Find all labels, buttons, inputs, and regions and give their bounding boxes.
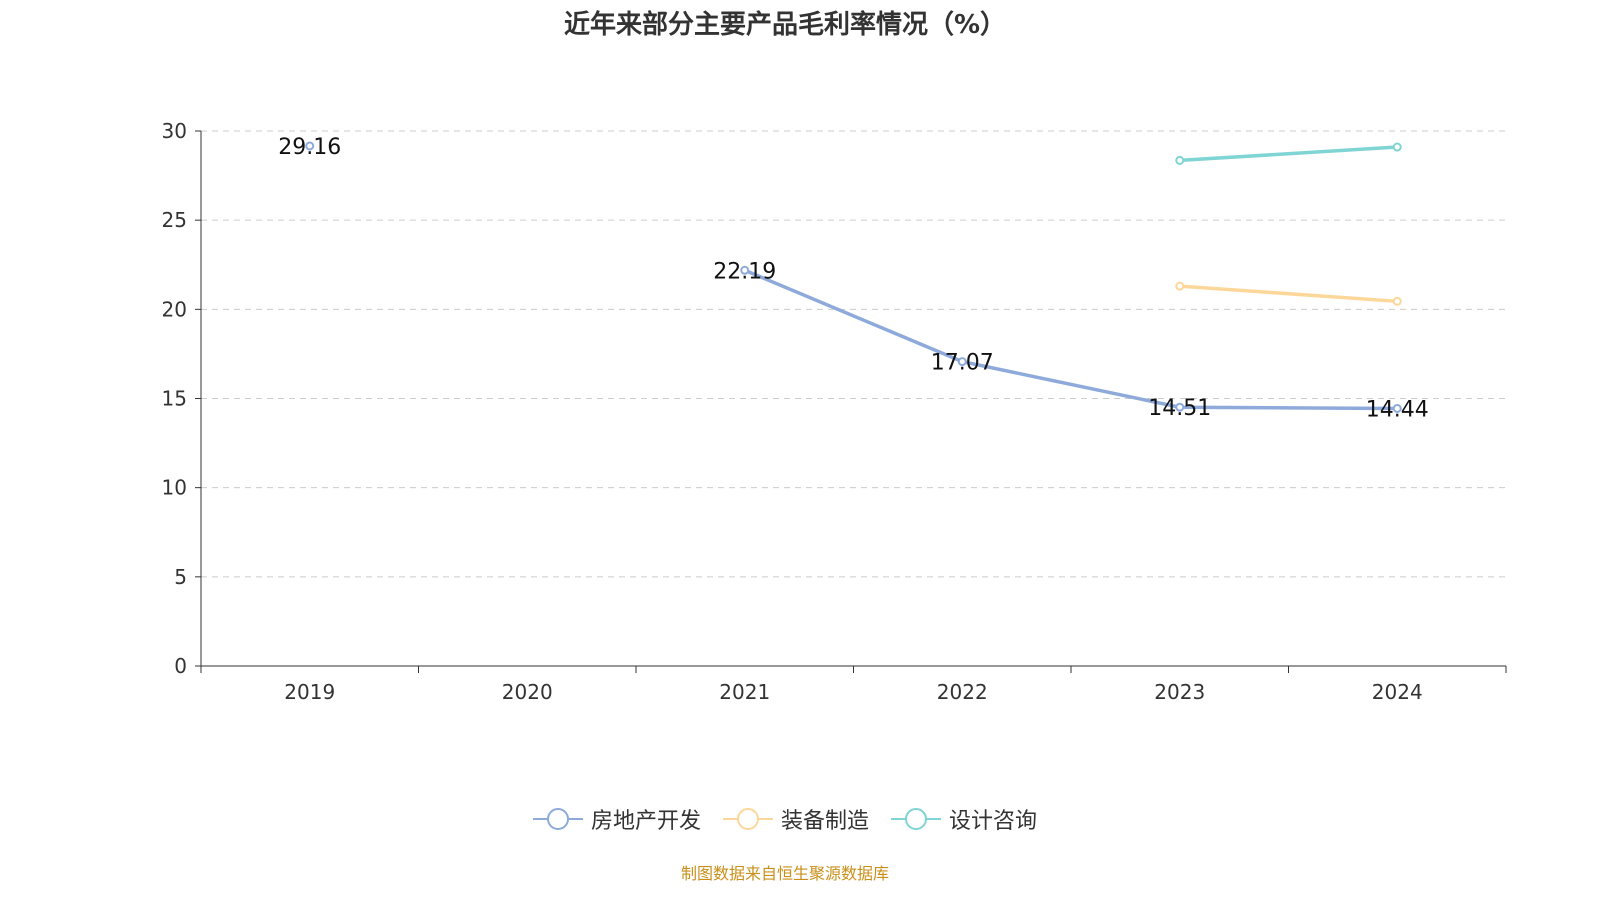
- data-point: [305, 141, 315, 151]
- legend-item[interactable]: 设计咨询: [891, 803, 1037, 835]
- x-tick-label: 2024: [1372, 680, 1423, 704]
- y-tick-label: 25: [162, 208, 187, 232]
- legend-label: 设计咨询: [949, 809, 1038, 834]
- source-note: 制图数据来自恒生聚源数据库: [680, 864, 889, 883]
- chart-title: 近年来部分主要产品毛利率情况（%）: [563, 10, 1007, 40]
- legend-marker-icon: [722, 808, 773, 830]
- legend-item[interactable]: 装备制造: [722, 803, 869, 835]
- y-tick-label: 20: [162, 297, 187, 321]
- legend-item[interactable]: 房地产开发: [532, 803, 701, 835]
- data-point: [740, 265, 750, 275]
- y-tick-label: 15: [162, 387, 187, 411]
- data-point: [957, 357, 967, 367]
- data-label: 22.19: [713, 259, 776, 284]
- legend-label: 房地产开发: [590, 809, 701, 834]
- legend-marker-icon: [891, 808, 941, 830]
- series-line: [1179, 145, 1398, 163]
- x-tick-label: 2021: [719, 680, 770, 704]
- series-line: [744, 268, 1398, 411]
- data-point: [1392, 403, 1402, 413]
- legend-label: 装备制造: [780, 809, 869, 834]
- y-tick-label: 5: [174, 565, 187, 589]
- x-tick-label: 2020: [502, 680, 553, 704]
- line-chart: 0 5 10 15 20 25 30 2019 2020 2021 2022 2023 2024 29.1…: [162, 119, 1507, 704]
- data-label: 14.51: [1148, 396, 1211, 421]
- x-tick-label: 2022: [937, 680, 988, 704]
- data-label: 17.07: [931, 351, 994, 376]
- data-label: 14.44: [1366, 397, 1429, 422]
- series-line: [1179, 284, 1398, 304]
- data-point: [1392, 142, 1402, 152]
- y-tick-label: 10: [162, 476, 187, 500]
- data-label: 29.16: [278, 135, 341, 160]
- y-tick-label: 30: [162, 119, 187, 143]
- x-tick-label: 2023: [1154, 680, 1205, 704]
- data-point: [1392, 296, 1402, 306]
- data-point: [1175, 402, 1185, 412]
- x-tick-label: 2019: [284, 680, 335, 704]
- y-tick-label: 0: [174, 654, 187, 678]
- data-point: [1175, 281, 1185, 291]
- data-point: [1175, 155, 1185, 165]
- legend: 房地产开发 装备制造 设计咨询: [0, 803, 1570, 835]
- legend-marker-icon: [532, 808, 583, 830]
